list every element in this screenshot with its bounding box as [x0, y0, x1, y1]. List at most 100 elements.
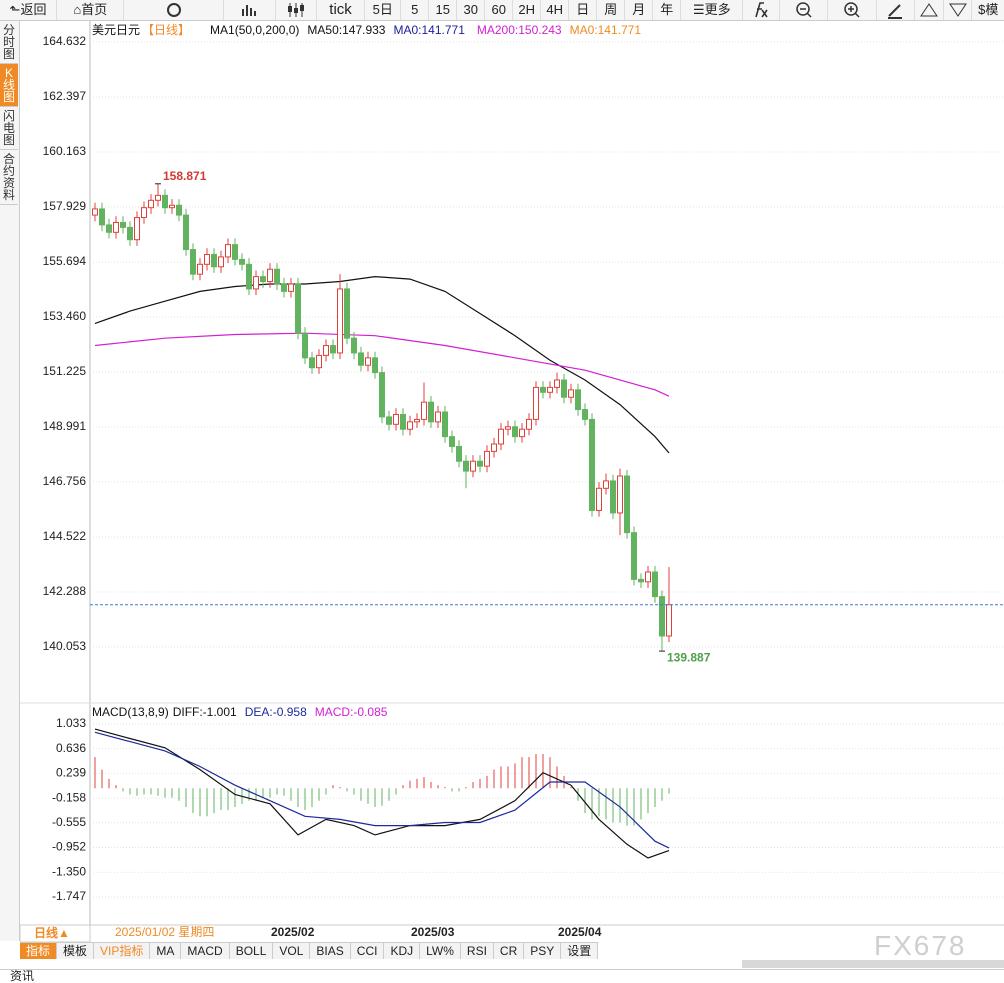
candle-body — [666, 604, 672, 637]
macd-title: MACD(13,8,9) — [92, 705, 169, 719]
candle-body — [435, 411, 441, 423]
x-tick-label: 2025/04 — [558, 925, 602, 939]
period-button[interactable]: 5 — [401, 0, 430, 20]
y-tick-label: 164.632 — [43, 34, 87, 48]
zoom-in-icon — [844, 2, 860, 18]
candle-body — [407, 421, 413, 430]
side-tab[interactable]: 分时图 — [0, 21, 18, 64]
indicator-tab[interactable]: VIP指标 — [94, 943, 151, 959]
indicator-tab[interactable]: RSI — [460, 943, 494, 959]
candle-button[interactable] — [276, 0, 317, 20]
side-tab[interactable]: K线图 — [0, 64, 18, 107]
bar-button[interactable] — [224, 0, 277, 20]
indicator-tab[interactable]: 模板 — [57, 943, 95, 959]
y-tick-label: 155.694 — [43, 254, 87, 268]
zoom-in-button[interactable] — [828, 0, 877, 20]
indicator-line — [94, 728, 670, 859]
indicator-tab[interactable]: KDJ — [384, 943, 421, 959]
indicator-tab[interactable]: 设置 — [561, 943, 599, 959]
side-tab[interactable]: 合约资料 — [0, 150, 18, 205]
indicator-tab[interactable]: VOL — [273, 943, 311, 959]
formula-button[interactable] — [743, 0, 780, 20]
indicator-tab[interactable]: BIAS — [310, 943, 351, 959]
candle-body — [561, 379, 567, 398]
more-button[interactable]: ☰更多 — [681, 0, 744, 20]
candle-body — [267, 268, 273, 283]
period-button[interactable]: 5日 — [365, 0, 402, 20]
candle-body — [351, 337, 357, 354]
candle-body — [302, 332, 308, 359]
candle-body — [344, 288, 350, 339]
period-button[interactable]: 2H — [513, 0, 542, 20]
candle-body — [134, 217, 140, 241]
candle-body — [253, 276, 259, 290]
candle-body — [491, 443, 497, 452]
candle-body — [554, 379, 560, 388]
tick-button[interactable]: tick — [317, 0, 366, 20]
indicator-tab[interactable]: BOLL — [229, 943, 274, 959]
period-button[interactable]: 15 — [429, 0, 458, 20]
period-button[interactable]: 日 — [569, 0, 598, 20]
indicator-name: MA1(50,0,200,0) — [210, 23, 299, 37]
indicator-tab[interactable]: LW% — [420, 943, 461, 959]
candle-body — [400, 413, 406, 430]
footer: 资讯 — [0, 969, 1004, 983]
candle-body — [372, 357, 378, 374]
period-button[interactable]: 年 — [653, 0, 682, 20]
candle-body — [414, 418, 420, 423]
indicator-tab[interactable]: MACD — [181, 943, 230, 959]
candle-body — [533, 386, 539, 420]
period-button[interactable]: 4H — [541, 0, 570, 20]
period-label: 【日线】 — [142, 23, 190, 37]
down-button[interactable] — [944, 0, 973, 20]
period-button[interactable]: 日线▲ — [34, 925, 70, 940]
period-button[interactable]: 月 — [625, 0, 654, 20]
indicator-tab[interactable]: MA — [150, 943, 182, 959]
candle-body — [281, 283, 287, 292]
candle-body — [505, 426, 511, 430]
candle-body — [365, 357, 371, 366]
bar-icon — [241, 5, 256, 16]
indicator-line — [94, 731, 670, 849]
indicator-tab[interactable]: CCI — [350, 943, 385, 959]
home-button[interactable]: ⌂首页 — [57, 0, 125, 20]
period-button-box — [20, 924, 91, 942]
chart-title: 美元日元 — [92, 23, 140, 37]
up-button[interactable] — [915, 0, 944, 20]
zoom-out-icon — [795, 2, 812, 18]
candle-body — [295, 283, 301, 334]
side-tab[interactable]: 闪电图 — [0, 107, 18, 150]
indicator-tab[interactable]: PSY — [524, 943, 562, 959]
legend-entry: MA0:141.771 — [393, 23, 465, 37]
candle-body — [309, 357, 315, 369]
x-tick-label: 2025/03 — [411, 925, 455, 939]
period-button[interactable]: 周 — [597, 0, 626, 20]
y-tick-label: 160.163 — [43, 144, 87, 158]
period-button[interactable]: 60 — [485, 0, 514, 20]
candle-body — [519, 428, 525, 438]
watermark: FX678 — [874, 930, 967, 961]
period-buttons: 5日 5 15 30 60 2H 4H 日周月年 — [365, 0, 682, 20]
legend-entry: MA0:141.771 — [570, 23, 642, 37]
candle-body — [127, 226, 133, 241]
candle-body — [442, 411, 448, 438]
candle-body — [540, 386, 546, 393]
candle-body — [239, 258, 245, 265]
back-button[interactable]: ⬑返回 — [0, 0, 58, 20]
candle-body — [575, 389, 581, 411]
candle-body — [547, 386, 553, 393]
candle-body — [568, 389, 574, 398]
template-button[interactable]: $模 — [978, 2, 999, 17]
indicator-tab[interactable]: 指标 — [20, 943, 58, 959]
period-button[interactable]: 30 — [457, 0, 486, 20]
candle-body — [421, 401, 427, 420]
zoom-out-button[interactable] — [780, 0, 829, 20]
refresh-button[interactable] — [124, 0, 225, 20]
draw-button[interactable] — [877, 0, 916, 20]
template-label: 模 — [985, 2, 999, 17]
candle-body — [498, 428, 504, 445]
indicator-tab[interactable]: CR — [493, 943, 525, 959]
chart-area: 164.632 162.397 160.163 157.929 155.694 153.4… — [20, 21, 1004, 942]
sidebar: 分时图 K线图 闪电图 合约资料 — [0, 21, 20, 941]
